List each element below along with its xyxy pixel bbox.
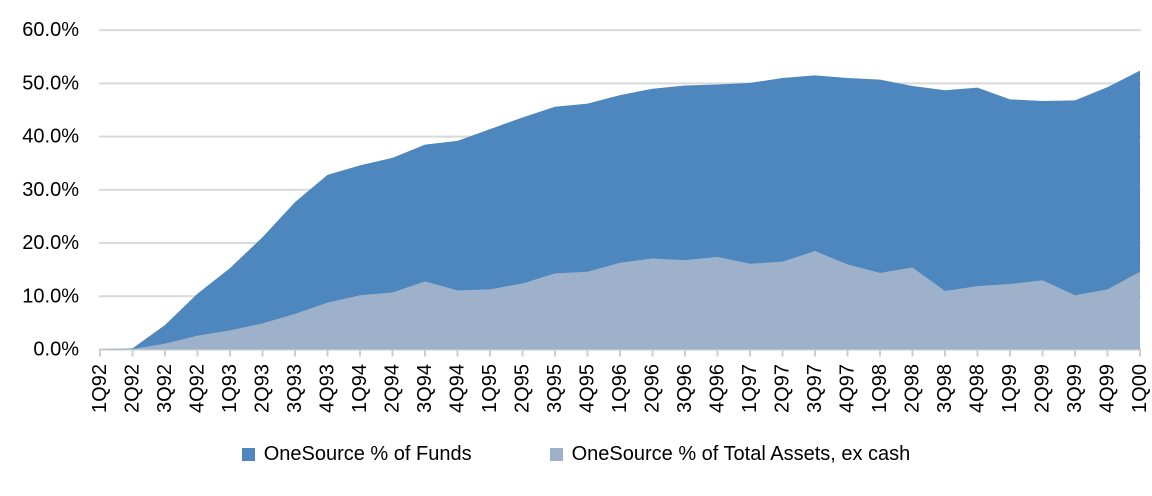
svg-text:2Q98: 2Q98 [902,364,924,413]
svg-text:3Q96: 3Q96 [674,364,696,413]
svg-text:2Q97: 2Q97 [772,364,794,413]
legend-swatch-total-assets-icon [549,447,563,461]
svg-text:40.0%: 40.0% [22,126,79,148]
svg-text:1Q97: 1Q97 [739,364,761,413]
legend-item-funds: OneSource % of Funds [241,441,472,467]
svg-text:3Q93: 3Q93 [284,364,306,413]
svg-text:1Q96: 1Q96 [609,364,631,413]
svg-text:0.0%: 0.0% [33,339,79,361]
svg-text:4Q94: 4Q94 [447,364,469,413]
svg-text:2Q95: 2Q95 [512,364,534,413]
svg-text:1Q00: 1Q00 [1129,364,1151,413]
svg-text:3Q97: 3Q97 [804,364,826,413]
svg-text:2Q94: 2Q94 [382,364,404,413]
svg-text:1Q93: 1Q93 [219,364,241,413]
svg-text:2Q96: 2Q96 [642,364,664,413]
svg-text:1Q99: 1Q99 [999,364,1021,413]
svg-text:2Q99: 2Q99 [1032,364,1054,413]
svg-text:10.0%: 10.0% [22,285,79,307]
svg-text:30.0%: 30.0% [22,179,79,201]
svg-text:3Q94: 3Q94 [414,364,436,413]
svg-text:1Q92: 1Q92 [89,364,111,413]
svg-text:50.0%: 50.0% [22,72,79,94]
svg-text:4Q92: 4Q92 [187,364,209,413]
legend-label-total-assets: OneSource % of Total Assets, ex cash [571,443,911,465]
svg-text:2Q92: 2Q92 [122,364,144,413]
svg-text:4Q99: 4Q99 [1097,364,1119,413]
svg-text:3Q95: 3Q95 [544,364,566,413]
svg-text:60.0%: 60.0% [22,19,79,41]
svg-text:3Q99: 3Q99 [1064,364,1086,413]
svg-text:4Q93: 4Q93 [317,364,339,413]
svg-text:20.0%: 20.0% [22,232,79,254]
svg-text:2Q93: 2Q93 [252,364,274,413]
legend-label-funds: OneSource % of Funds [263,443,472,465]
svg-text:3Q92: 3Q92 [154,364,176,413]
svg-text:1Q94: 1Q94 [349,364,371,413]
legend-swatch-funds-icon [241,447,255,461]
svg-text:1Q95: 1Q95 [479,364,501,413]
svg-text:4Q97: 4Q97 [837,364,859,413]
legend-item-total-assets: OneSource % of Total Assets, ex cash [549,441,911,467]
area-chart: 0.0% 10.0% 20.0% 30.0% 40.0% 50.0% 60.0% 1Q92 2Q… [22,19,1151,413]
svg-text:4Q95: 4Q95 [577,364,599,413]
svg-text:3Q98: 3Q98 [934,364,956,413]
svg-text:4Q98: 4Q98 [967,364,989,413]
svg-text:4Q96: 4Q96 [707,364,729,413]
svg-text:1Q98: 1Q98 [869,364,891,413]
chart-legend: OneSource % of Funds OneSource % of Tota… [0,441,1152,467]
